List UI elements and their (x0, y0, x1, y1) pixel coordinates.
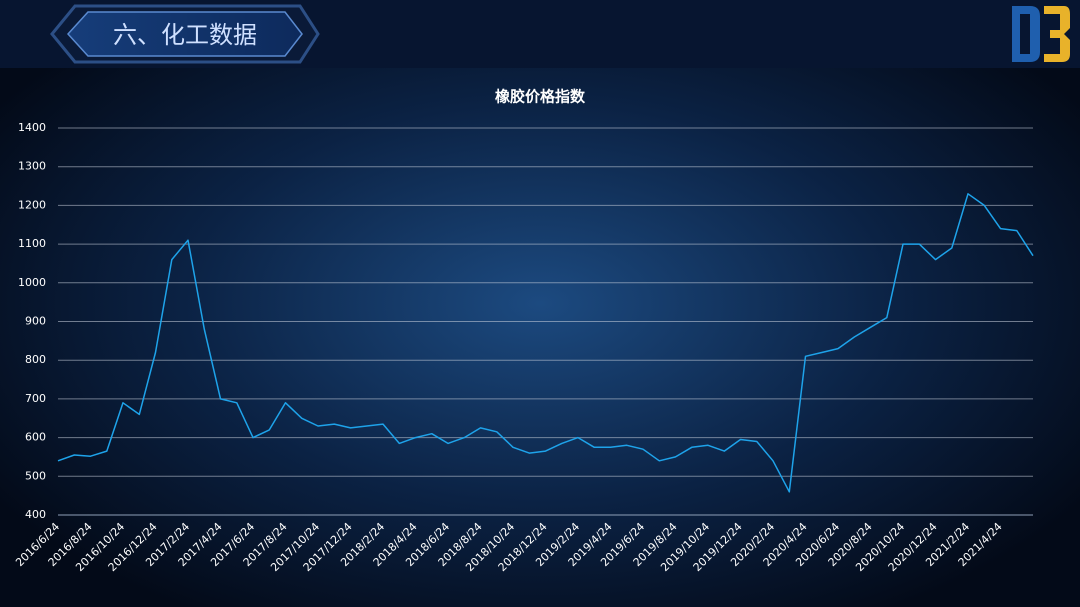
y-tick-label: 1200 (18, 198, 46, 211)
price-line (57, 193, 1034, 493)
y-tick-label: 700 (25, 392, 46, 405)
y-tick-label: 800 (25, 353, 46, 366)
y-tick-label: 900 (25, 315, 46, 328)
header-plate (66, 11, 303, 57)
chart-title: 橡胶价格指数 (495, 88, 586, 106)
logo-d (1012, 6, 1040, 62)
logo (1012, 6, 1070, 62)
y-tick-label: 1000 (18, 276, 46, 289)
y-tick-label: 600 (25, 431, 46, 444)
y-tick-label: 500 (25, 469, 46, 482)
y-tick-label: 1400 (18, 121, 46, 134)
header-title: 六、化工数据 (113, 21, 257, 49)
logo-b (1044, 6, 1070, 62)
y-tick-label: 400 (25, 508, 46, 521)
y-tick-label: 1100 (18, 237, 46, 250)
y-tick-label: 1300 (18, 160, 46, 173)
